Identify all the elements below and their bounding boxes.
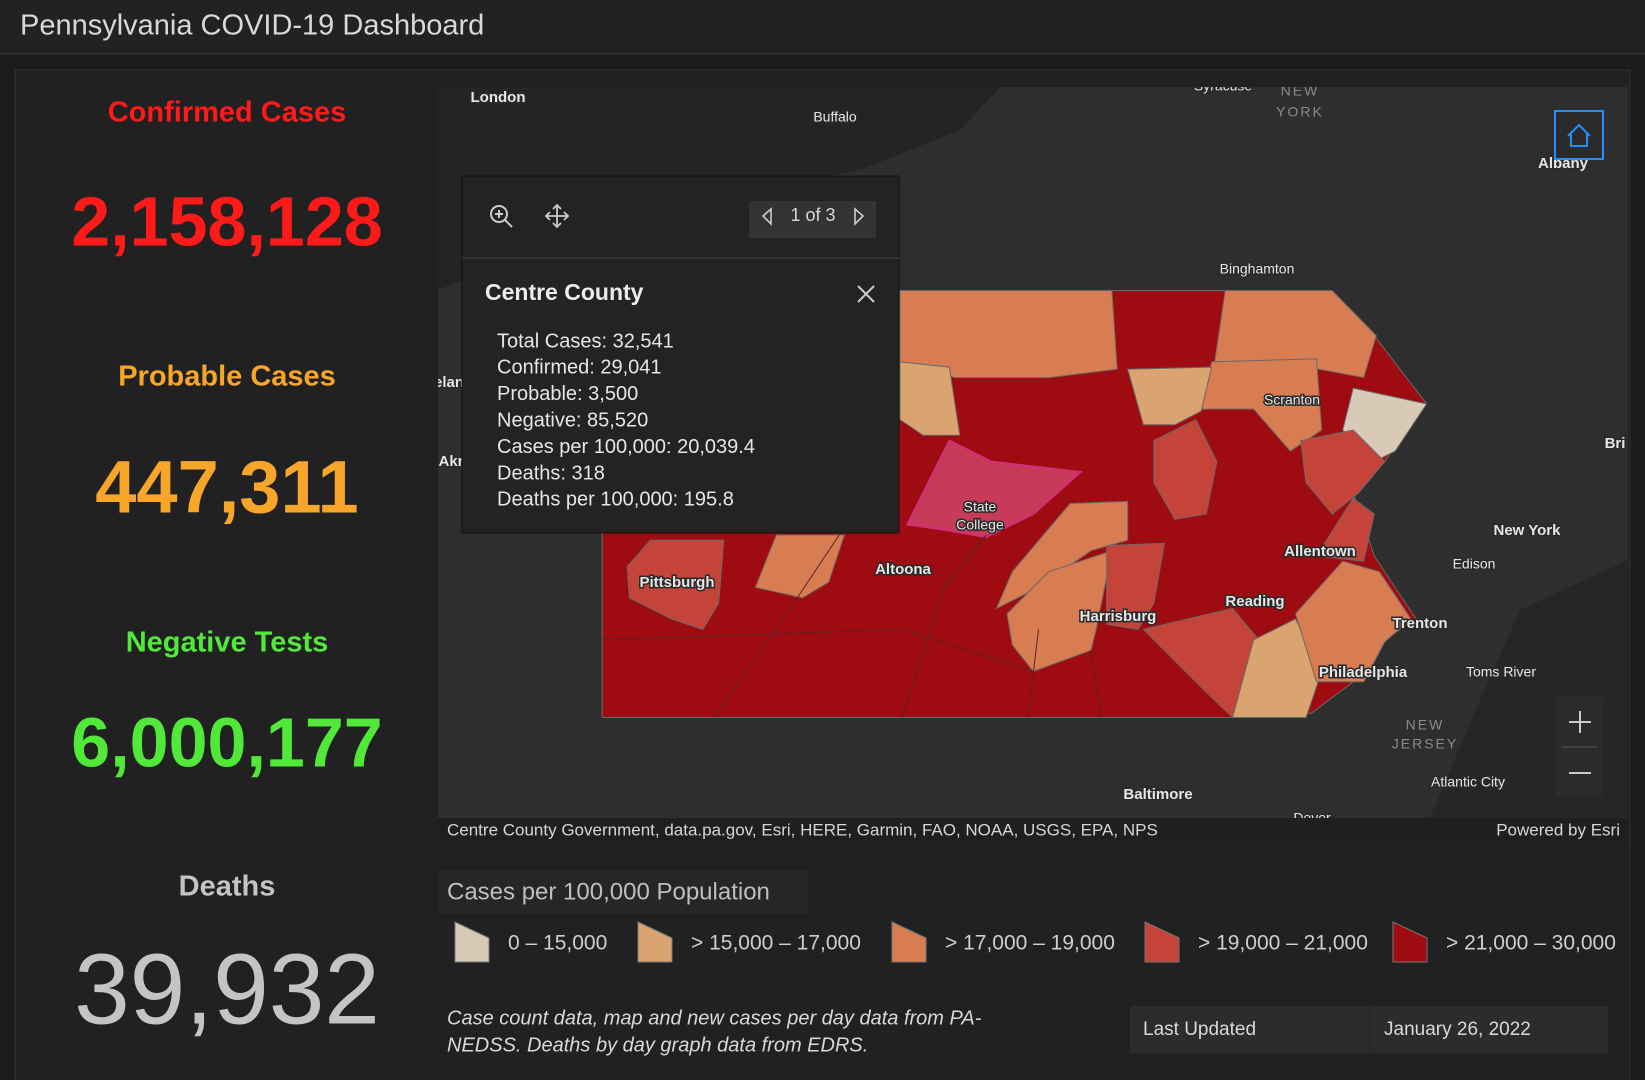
legend-swatch bbox=[1144, 921, 1180, 963]
pager-text: 1 of 3 bbox=[790, 205, 835, 225]
zoom-to-button[interactable] bbox=[490, 205, 508, 223]
map-label: Akr bbox=[438, 453, 463, 470]
last-updated-label: Last Updated bbox=[1143, 1019, 1256, 1040]
county bbox=[626, 539, 725, 631]
map-label: Harrisburg bbox=[1080, 608, 1157, 625]
stat-label: Deaths bbox=[179, 871, 276, 903]
county bbox=[899, 290, 1118, 379]
map-label: Edison bbox=[1453, 556, 1496, 572]
map-label: Bri bbox=[1605, 435, 1626, 452]
selected-county bbox=[905, 439, 1083, 539]
map-label: elan bbox=[434, 374, 464, 391]
stat-value: 447,311 bbox=[95, 446, 358, 529]
legend-label: > 19,000 – 21,000 bbox=[1198, 932, 1368, 955]
county bbox=[1106, 542, 1165, 630]
legend-label: > 17,000 – 19,000 bbox=[945, 932, 1115, 955]
map-label: Trenton bbox=[1393, 615, 1448, 632]
popup-field: Deaths per 100,000: 195.8 bbox=[497, 489, 734, 511]
map-label: NEW bbox=[1281, 83, 1320, 99]
map-label: Syracuse bbox=[1194, 78, 1253, 94]
legend: 0 – 15,000 > 15,000 – 17,000 > 17,000 – 19… bbox=[454, 921, 1616, 963]
stat-value: 6,000,177 bbox=[71, 703, 382, 781]
powered-by: Powered by Esri bbox=[1496, 820, 1620, 839]
last-updated-date: January 26, 2022 bbox=[1384, 1019, 1531, 1040]
map-label: College bbox=[956, 517, 1004, 533]
legend-swatch bbox=[454, 921, 490, 963]
legend-label: > 15,000 – 17,000 bbox=[691, 932, 861, 955]
map-label: Buffalo bbox=[813, 109, 857, 125]
stat-value: 39,932 bbox=[74, 933, 380, 1045]
map-labels: LondonBuffaloSyracuseNEWYORKAlbanyBingha… bbox=[434, 78, 1627, 826]
map-label: Philadelphia bbox=[1319, 664, 1408, 681]
map-label: Reading bbox=[1225, 593, 1284, 610]
popup-field: Total Cases: 32,541 bbox=[497, 330, 674, 352]
stat-value: 2,158,128 bbox=[71, 182, 382, 260]
map-label: NEW bbox=[1406, 717, 1445, 733]
legend-label: 0 – 15,000 bbox=[508, 932, 607, 955]
map-label: Atlantic City bbox=[1431, 774, 1505, 790]
next-button[interactable] bbox=[854, 207, 865, 226]
popup-field: Cases per 100,000: 20,039.4 bbox=[497, 436, 755, 458]
zoom-to-icon bbox=[495, 210, 513, 228]
last-updated-box bbox=[1130, 1006, 1608, 1053]
county-border bbox=[602, 628, 1034, 672]
legend-swatch bbox=[637, 921, 673, 963]
dashboard-title: Pennsylvania COVID-19 Dashboard bbox=[20, 10, 484, 42]
source-note: NEDSS. Deaths by day graph data from EDR… bbox=[447, 1034, 868, 1056]
map-label: Scranton bbox=[1264, 392, 1320, 408]
map-label: State bbox=[964, 499, 997, 515]
map-label: London bbox=[471, 89, 526, 106]
stat-label: Negative Tests bbox=[126, 627, 329, 659]
map-label: Toms River bbox=[1466, 664, 1536, 680]
county bbox=[1006, 549, 1113, 672]
map-attribution: Centre County Government, data.pa.gov, E… bbox=[447, 820, 1158, 839]
county bbox=[1153, 418, 1218, 520]
attribution-bar bbox=[438, 818, 1628, 844]
legend-swatch bbox=[1392, 921, 1428, 963]
county-border bbox=[1090, 650, 1102, 718]
county bbox=[1127, 366, 1213, 426]
stat-label: Probable Cases bbox=[118, 361, 336, 393]
county bbox=[899, 361, 961, 436]
map-label: New York bbox=[1494, 522, 1562, 539]
map-label: JERSEY bbox=[1392, 736, 1458, 752]
map-label: Binghamton bbox=[1220, 261, 1295, 277]
legend-label: > 21,000 – 30,000 bbox=[1446, 932, 1616, 955]
legend-title: Cases per 100,000 Population bbox=[447, 878, 770, 905]
source-note: Case count data, map and new cases per d… bbox=[447, 1007, 982, 1029]
zoom-in-button[interactable] bbox=[1569, 711, 1591, 733]
legend-header bbox=[438, 870, 808, 914]
stat-label: Confirmed Cases bbox=[108, 97, 347, 129]
popup-fields: Total Cases: 32,541 Confirmed: 29,041 Prob… bbox=[497, 330, 755, 510]
map-label: Baltimore bbox=[1123, 786, 1192, 803]
popup-field: Confirmed: 29,041 bbox=[497, 357, 662, 379]
pan-button[interactable] bbox=[544, 203, 570, 229]
county bbox=[1294, 560, 1412, 683]
county-border bbox=[901, 534, 987, 718]
popup-field: Deaths: 318 bbox=[497, 462, 605, 484]
county bbox=[754, 534, 846, 599]
popup-field: Probable: 3,500 bbox=[497, 383, 638, 405]
map-label: Altoona bbox=[875, 561, 931, 578]
county bbox=[1315, 497, 1375, 562]
stats-panel: Confirmed Cases 2,158,128 Probable Cases 44… bbox=[71, 97, 382, 1046]
map-label: Allentown bbox=[1284, 543, 1356, 560]
county-border bbox=[1027, 629, 1039, 718]
county-border bbox=[712, 534, 840, 718]
home-button[interactable] bbox=[1554, 110, 1604, 160]
county bbox=[1300, 429, 1386, 515]
popup-title: Centre County bbox=[485, 279, 644, 305]
map-label: Dover bbox=[1293, 810, 1331, 826]
popup: 1 of 3 Centre County Total Cases: 32,541… bbox=[461, 175, 900, 534]
close-button[interactable] bbox=[857, 285, 875, 303]
header-bar bbox=[0, 0, 1645, 54]
map-label: Pittsburgh bbox=[640, 574, 715, 591]
home-icon bbox=[1567, 123, 1591, 147]
legend-swatch bbox=[891, 921, 927, 963]
map-label: YORK bbox=[1276, 104, 1324, 120]
popup-field: Negative: 85,520 bbox=[497, 409, 648, 431]
previous-button[interactable] bbox=[761, 207, 772, 226]
